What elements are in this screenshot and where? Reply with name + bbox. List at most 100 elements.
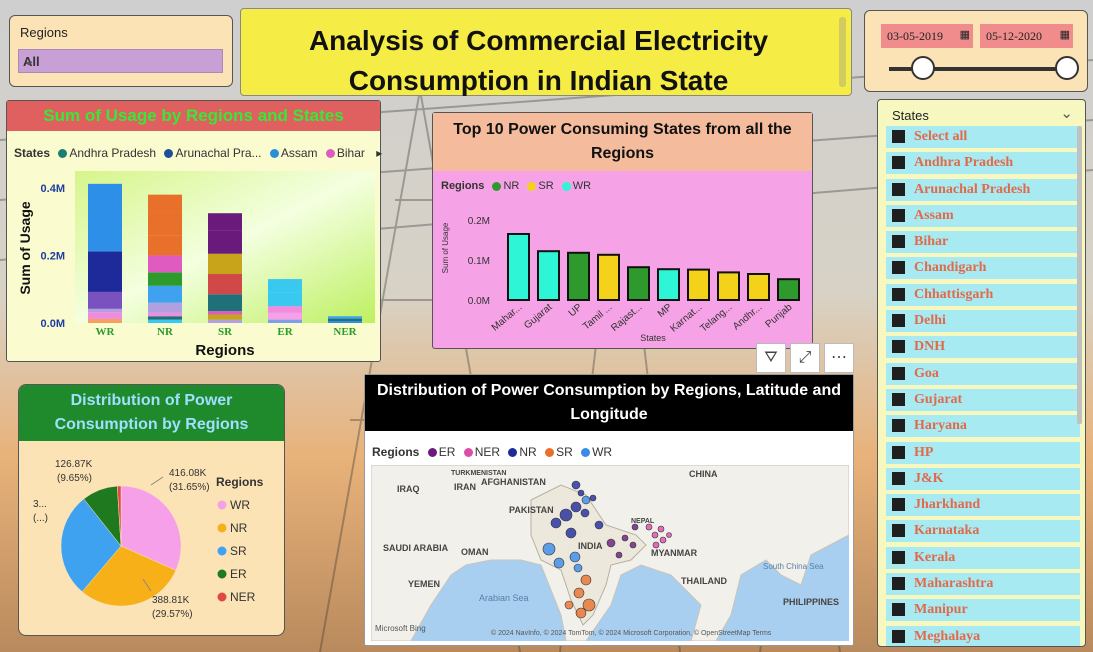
legend-item[interactable]: Andhra Pradesh (53, 146, 156, 160)
focus-mode-icon[interactable]: ⤢ (790, 343, 820, 373)
bar[interactable] (537, 250, 560, 301)
select-all-item[interactable]: Select all (886, 126, 1080, 148)
checkbox[interactable] (892, 550, 905, 564)
bar[interactable] (717, 271, 740, 302)
legend-item[interactable]: SR (522, 180, 554, 192)
map-bubble[interactable] (659, 536, 667, 544)
bar[interactable] (777, 278, 800, 301)
legend-item[interactable]: NR (487, 180, 519, 192)
state-item[interactable]: Haryana (886, 415, 1080, 438)
bar-segment[interactable] (148, 319, 182, 323)
bar-segment[interactable] (328, 320, 362, 323)
legend-item[interactable]: Assam (265, 146, 318, 160)
more-options-icon[interactable]: ⋯ (824, 343, 854, 373)
checkbox[interactable] (892, 603, 905, 617)
bar-segment[interactable] (148, 316, 182, 320)
bar-segment[interactable] (268, 279, 302, 293)
state-item[interactable]: Karnataka (886, 520, 1080, 543)
state-item[interactable]: Manipur (886, 599, 1080, 622)
calendar-icon[interactable]: ▦ (959, 29, 970, 41)
legend-item[interactable]: Arunachal Pra... (159, 146, 262, 160)
legend-item[interactable]: SR (540, 445, 573, 459)
checkbox[interactable] (892, 419, 905, 433)
state-item[interactable]: HP (886, 441, 1080, 464)
bar-segment[interactable] (88, 308, 122, 313)
bar-segment[interactable] (148, 272, 182, 286)
map-bubble[interactable] (581, 495, 591, 505)
map-bubble[interactable] (571, 480, 581, 490)
end-date-input[interactable]: 05-12-2020 ▦ (980, 24, 1073, 48)
map-bubble[interactable] (577, 489, 585, 497)
legend-label[interactable]: WR (230, 498, 250, 512)
map-bubble[interactable] (573, 587, 585, 599)
pie-slice[interactable] (117, 485, 122, 547)
state-item[interactable]: Chhattisgarh (886, 283, 1080, 306)
bar[interactable] (657, 268, 680, 301)
bar-segment[interactable] (268, 306, 302, 313)
state-item[interactable]: Gujarat (886, 388, 1080, 411)
map-bubble[interactable] (652, 541, 660, 549)
map-bubble[interactable] (666, 532, 672, 538)
checkbox[interactable] (892, 340, 905, 354)
chevron-down-icon[interactable]: ⌄ (1060, 105, 1073, 122)
map-bubble[interactable] (582, 598, 596, 612)
start-date-input[interactable]: 03-05-2019 ▦ (881, 24, 973, 48)
map-bubble[interactable] (606, 538, 616, 548)
bar-segment[interactable] (208, 319, 242, 323)
bar-segment[interactable] (148, 302, 182, 313)
bar-segment[interactable] (148, 312, 182, 317)
legend-item[interactable]: Bihar (321, 146, 365, 160)
bar-segment[interactable] (88, 291, 122, 309)
state-item[interactable]: Delhi (886, 310, 1080, 333)
filter-icon[interactable]: ⛛ (756, 343, 786, 373)
legend-next-arrow[interactable]: ▸ (376, 146, 383, 160)
map-bubble[interactable] (657, 525, 665, 533)
state-item[interactable]: Maharashtra (886, 573, 1080, 596)
map-bubble[interactable] (651, 531, 659, 539)
map-canvas[interactable]: CHINA TURKMENISTAN IRAQ IRAN AFGHANISTAN… (371, 465, 849, 641)
checkbox[interactable] (892, 156, 905, 170)
states-scrollbar[interactable] (1077, 126, 1082, 424)
map-bubble[interactable] (580, 508, 590, 518)
bar-segment[interactable] (208, 314, 242, 320)
legend-label[interactable]: ER (230, 567, 247, 581)
legend-item[interactable]: WR (557, 180, 591, 192)
bar[interactable] (627, 266, 650, 301)
bar[interactable] (597, 253, 620, 301)
bar-segment[interactable] (88, 183, 122, 252)
checkbox[interactable] (892, 445, 905, 459)
checkbox[interactable] (892, 471, 905, 485)
checkbox[interactable] (892, 261, 905, 275)
state-item[interactable]: Assam (886, 204, 1080, 227)
map-bubble[interactable] (542, 542, 556, 556)
bar-segment[interactable] (208, 274, 242, 295)
bar-segment[interactable] (208, 253, 242, 275)
bar-segment[interactable] (328, 316, 362, 319)
bar-segment[interactable] (208, 213, 242, 231)
bar[interactable] (567, 251, 590, 301)
map-bubble[interactable] (589, 494, 597, 502)
map-bubble[interactable] (569, 551, 581, 563)
bar-segment[interactable] (88, 312, 122, 319)
bar-segment[interactable] (268, 312, 302, 320)
map-bubble[interactable] (631, 523, 639, 531)
state-item[interactable]: Jharkhand (886, 494, 1080, 517)
map-bubble[interactable] (580, 574, 592, 586)
legend-item[interactable]: NR (503, 445, 537, 459)
bar-segment[interactable] (88, 318, 122, 323)
bar[interactable] (747, 273, 770, 301)
map-bubble[interactable] (615, 551, 623, 559)
legend-label[interactable]: NER (230, 590, 256, 604)
state-item[interactable]: Goa (886, 362, 1080, 385)
state-item[interactable]: Kerala (886, 546, 1080, 569)
bar-segment[interactable] (268, 292, 302, 307)
bar-segment[interactable] (208, 230, 242, 254)
bar[interactable] (687, 268, 710, 301)
bar-segment[interactable] (268, 319, 302, 323)
legend-item[interactable]: NER (459, 445, 500, 459)
state-item[interactable]: Bihar (886, 231, 1080, 254)
state-item[interactable]: Andhra Pradesh (886, 152, 1080, 175)
checkbox[interactable] (892, 287, 905, 301)
bar-segment[interactable] (208, 294, 242, 312)
checkbox[interactable] (892, 392, 905, 406)
